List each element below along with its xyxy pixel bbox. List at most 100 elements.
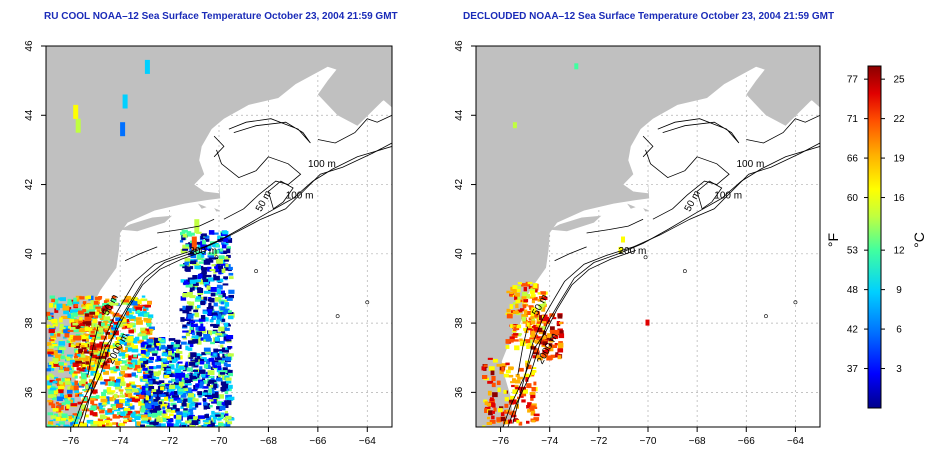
sst-pixel (78, 328, 86, 332)
sst-pixel (141, 295, 146, 298)
sst-pixel (482, 375, 488, 379)
sst-pixel (542, 331, 547, 335)
sst-pixel (135, 425, 140, 427)
sst-pixel (213, 310, 220, 314)
sst-pixel (212, 415, 218, 420)
sst-pixel (146, 321, 152, 327)
sst-pixel (203, 423, 211, 427)
sst-pixel (79, 422, 87, 427)
sst-pixel (218, 255, 225, 260)
sst-pixel (217, 313, 222, 319)
sst-pixel (51, 403, 56, 409)
sst-pixel (210, 287, 217, 292)
sst-pixel (206, 307, 214, 311)
sst-pixel (57, 403, 65, 406)
sst-pixel (98, 328, 104, 333)
sst-pixel (189, 424, 196, 427)
sst-pixel (124, 387, 131, 390)
long-island (120, 215, 172, 232)
sst-pixel (207, 395, 214, 400)
sst-pixel (222, 293, 226, 298)
sst-pixel (534, 355, 540, 359)
sst-pixel (189, 266, 194, 270)
sst-pixel (228, 276, 234, 280)
sst-pixel (48, 366, 55, 371)
sst-pixel (160, 347, 166, 350)
sst-pixel (63, 328, 70, 334)
sst-pixel (69, 334, 75, 338)
sst-pixel (220, 333, 227, 337)
sst-pixel (47, 342, 52, 347)
sst-pixel (71, 382, 77, 387)
sst-pixel (515, 303, 519, 309)
sst-pixel (98, 361, 103, 365)
sst-pixel (178, 351, 183, 354)
sst-pixel (131, 372, 136, 377)
sst-pixel (119, 390, 123, 395)
x-tick-label: −70 (211, 436, 228, 447)
sst-pixel (200, 315, 206, 320)
sst-pixel (147, 329, 153, 332)
sst-pixel (185, 305, 193, 310)
depth-contour (216, 149, 302, 220)
sst-pixel (50, 333, 54, 336)
sst-pixel (144, 59, 150, 74)
sst-pixel (80, 378, 87, 382)
bathymetry-contours (72, 114, 392, 427)
sst-pixel (518, 367, 524, 372)
sst-pixel (117, 411, 122, 415)
sst-pixel (215, 414, 221, 417)
sst-pixel (211, 264, 216, 267)
sst-pixel (526, 344, 530, 349)
sst-pixel (193, 309, 199, 313)
sst-pixel (521, 283, 526, 287)
sst-pixel (47, 351, 54, 355)
sst-pixel (96, 333, 104, 337)
sst-pixel (180, 341, 187, 345)
depth-contour (586, 218, 644, 234)
sst-pixel (194, 297, 201, 302)
sst-pixel (95, 356, 102, 360)
sst-pixel (530, 394, 536, 399)
land-mass (476, 46, 820, 427)
sst-pixel (64, 367, 70, 372)
sst-pixel (558, 341, 563, 344)
sst-pixel (61, 402, 66, 405)
sst-pixel (180, 296, 187, 301)
sst-pixel (197, 425, 202, 427)
sst-pixel (126, 308, 132, 313)
sst-pixel (207, 370, 215, 375)
sst-pixel (174, 384, 181, 389)
sst-pixel (75, 356, 79, 361)
sst-pixel (512, 378, 516, 383)
sst-pixel (201, 352, 207, 356)
sst-pixel (186, 322, 192, 326)
sst-pixel (128, 363, 134, 367)
sst-pixel (78, 342, 84, 348)
sst-pixel (136, 320, 143, 325)
sst-pixel (513, 333, 519, 336)
sst-pixel (526, 405, 531, 409)
sst-pixel (221, 244, 227, 249)
sst-pixel (191, 236, 197, 251)
sst-pixel (484, 401, 489, 406)
sst-pixel (127, 403, 133, 407)
sst-pixel (46, 375, 50, 380)
y-tick-label: 42 (24, 179, 35, 191)
sst-pixel (116, 378, 121, 383)
sst-pixel (51, 340, 55, 344)
sst-pixel (174, 391, 178, 395)
sst-pixel (125, 390, 132, 394)
sst-pixel (199, 366, 203, 370)
sst-pixel (220, 387, 227, 392)
sst-pixel (61, 413, 68, 418)
sst-pixel (204, 235, 210, 239)
sst-pixel (203, 402, 208, 407)
sst-pixel (68, 326, 72, 330)
sst-pixel (70, 309, 76, 314)
sst-pixel (531, 387, 536, 392)
seamount-contour (335, 314, 340, 319)
sst-pixel (104, 390, 111, 393)
sst-pixel (527, 409, 531, 413)
sst-pixel (168, 380, 173, 383)
